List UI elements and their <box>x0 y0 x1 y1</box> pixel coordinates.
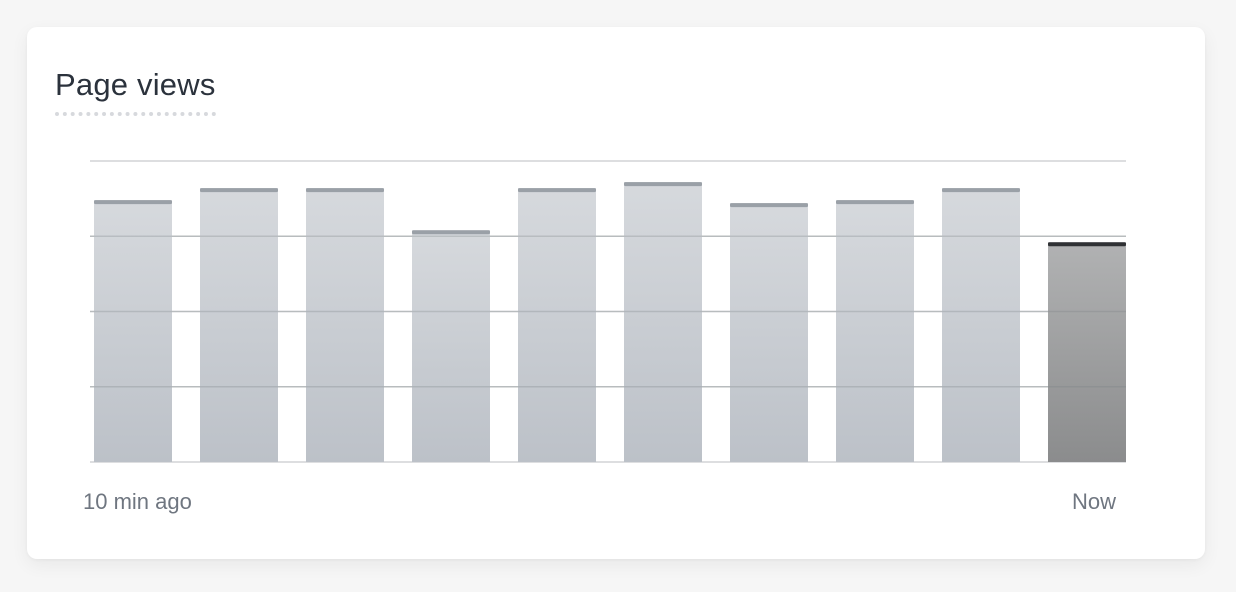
bar[interactable] <box>200 188 278 462</box>
bar-current[interactable] <box>1048 242 1126 462</box>
bar-cap <box>412 230 490 235</box>
bar-cap <box>836 200 914 205</box>
bars-group <box>94 182 1126 462</box>
bar-cap <box>624 182 702 187</box>
bar[interactable] <box>624 182 702 462</box>
bar-cap <box>200 188 278 193</box>
bar[interactable] <box>730 203 808 462</box>
x-axis-start-label: 10 min ago <box>83 489 192 514</box>
bar[interactable] <box>836 200 914 462</box>
grid-overlay <box>90 235 1126 388</box>
bar-cap <box>942 188 1020 193</box>
bar[interactable] <box>412 230 490 462</box>
bar[interactable] <box>942 188 1020 462</box>
bar[interactable] <box>518 188 596 462</box>
bar-cap <box>306 188 384 193</box>
bar-cap <box>730 203 808 208</box>
chart-title[interactable]: Page views <box>55 67 216 116</box>
page-views-chart <box>90 160 1126 463</box>
bar-cap <box>94 200 172 205</box>
bar-cap <box>1048 242 1126 247</box>
bar[interactable] <box>94 200 172 462</box>
x-axis-end-label: Now <box>1071 489 1116 514</box>
bar[interactable] <box>306 188 384 462</box>
bar-cap <box>518 188 596 193</box>
page-views-card: Page views 10 min ago Now <box>27 27 1205 559</box>
